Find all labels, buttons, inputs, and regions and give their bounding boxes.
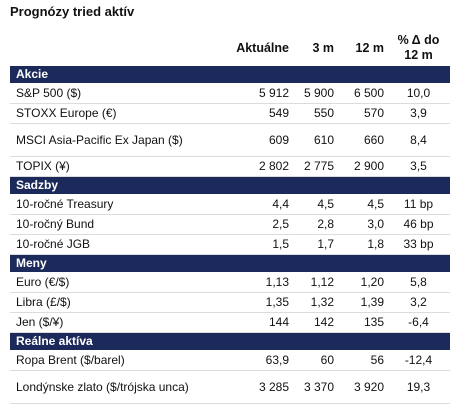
value-cell: 5 912 [210, 83, 292, 104]
header-row: Aktuálne 3 m 12 m % Δ do 12 m [10, 30, 450, 66]
header-cell [10, 30, 210, 66]
value-cell: 56 [337, 350, 387, 371]
value-cell: 549 [210, 103, 292, 124]
value-cell: -6,4 [387, 312, 450, 333]
row-label: TOPIX (¥) [10, 156, 210, 177]
value-cell: 3,5 [387, 156, 450, 177]
row-label: STOXX Europe (€) [10, 103, 210, 124]
value-cell: 1,7 [292, 234, 337, 255]
data-row: MSCI Asia-Pacific Ex Japan ($) 609 610 660 8… [10, 123, 450, 157]
value-cell: 1,35 [210, 292, 292, 313]
value-cell: 63,9 [210, 350, 292, 371]
value-cell: 142 [292, 312, 337, 333]
row-label: 10-ročné JGB [10, 234, 210, 255]
value-cell: 4,4 [210, 194, 292, 215]
value-cell: 2 900 [337, 156, 387, 177]
section-name: Sadzby [10, 176, 450, 195]
section-name: Meny [10, 254, 450, 273]
row-label: Ropa Brent ($/barel) [10, 350, 210, 371]
value-cell: 5 900 [292, 83, 337, 104]
data-row: TOPIX (¥) 2 802 2 775 2 900 3,5 [10, 156, 450, 177]
value-cell: 46 bp [387, 214, 450, 235]
row-label: S&P 500 ($) [10, 83, 210, 104]
value-cell: 60 [292, 350, 337, 371]
section-name: Akcie [10, 66, 450, 84]
value-cell: -12,4 [387, 350, 450, 371]
row-label: Euro (€/$) [10, 272, 210, 293]
value-cell: 19,3 [387, 370, 450, 404]
value-cell: 1,8 [337, 234, 387, 255]
value-cell: 3 370 [292, 370, 337, 404]
value-cell: 4,5 [337, 194, 387, 215]
data-row: S&P 500 ($) 5 912 5 900 6 500 10,0 [10, 83, 450, 104]
section-row: Akcie [10, 66, 450, 84]
value-cell: 3 920 [337, 370, 387, 404]
row-label: 10-ročné Treasury [10, 194, 210, 215]
row-label: Libra (£/$) [10, 292, 210, 313]
data-row: Jen ($/¥) 144 142 135 -6,4 [10, 312, 450, 333]
value-cell: 11 bp [387, 194, 450, 215]
row-label: MSCI Asia-Pacific Ex Japan ($) [10, 123, 210, 157]
header-cell: 12 m [355, 40, 385, 55]
value-cell: 1,5 [210, 234, 292, 255]
section-name: Reálne aktíva [10, 332, 450, 351]
value-cell: 609 [210, 123, 292, 157]
value-cell: 6 500 [337, 83, 387, 104]
row-label: 10-ročný Bund [10, 214, 210, 235]
value-cell: 8,4 [387, 123, 450, 157]
data-row: STOXX Europe (€) 549 550 570 3,9 [10, 103, 450, 124]
section-row: Sadzby [10, 176, 450, 195]
value-cell: 135 [337, 312, 387, 333]
section-row: Reálne aktíva [10, 332, 450, 351]
header-cell: 3 m [312, 40, 334, 55]
value-cell: 1,39 [337, 292, 387, 313]
value-cell: 3,0 [337, 214, 387, 235]
value-cell: 2 802 [210, 156, 292, 177]
forecast-table: Aktuálne 3 m 12 m % Δ do 12 m Akcie S&P 500 … [10, 30, 450, 404]
section-row: Meny [10, 254, 450, 273]
value-cell: 3 285 [210, 370, 292, 404]
title: Prognózy tried aktív [10, 4, 135, 19]
header-cell: Aktuálne [236, 40, 289, 55]
data-row: Ropa Brent ($/barel) 63,9 60 56 -12,4 [10, 350, 450, 371]
data-row: 10-ročný Bund 2,5 2,8 3,0 46 bp [10, 214, 450, 235]
row-label: Londýnske zlato ($/trójska unca) [10, 370, 210, 404]
row-label: Jen ($/¥) [10, 312, 210, 333]
data-row: Euro (€/$) 1,13 1,12 1,20 5,8 [10, 272, 450, 293]
value-cell: 4,5 [292, 194, 337, 215]
data-row: 10-ročné Treasury 4,4 4,5 4,5 11 bp [10, 194, 450, 215]
value-cell: 1,12 [292, 272, 337, 293]
value-cell: 2,8 [292, 214, 337, 235]
value-cell: 3,9 [387, 103, 450, 124]
header-cell: % Δ do 12 m [397, 33, 440, 62]
value-cell: 660 [337, 123, 387, 157]
value-cell: 2 775 [292, 156, 337, 177]
value-cell: 610 [292, 123, 337, 157]
data-row: 10-ročné JGB 1,5 1,7 1,8 33 bp [10, 234, 450, 255]
value-cell: 570 [337, 103, 387, 124]
value-cell: 1,20 [337, 272, 387, 293]
value-cell: 1,32 [292, 292, 337, 313]
value-cell: 5,8 [387, 272, 450, 293]
data-row: Londýnske zlato ($/trójska unca) 3 285 3 3… [10, 370, 450, 404]
data-row: Libra (£/$) 1,35 1,32 1,39 3,2 [10, 292, 450, 313]
value-cell: 2,5 [210, 214, 292, 235]
value-cell: 3,2 [387, 292, 450, 313]
value-cell: 1,13 [210, 272, 292, 293]
value-cell: 550 [292, 103, 337, 124]
value-cell: 10,0 [387, 83, 450, 104]
value-cell: 144 [210, 312, 292, 333]
value-cell: 33 bp [387, 234, 450, 255]
